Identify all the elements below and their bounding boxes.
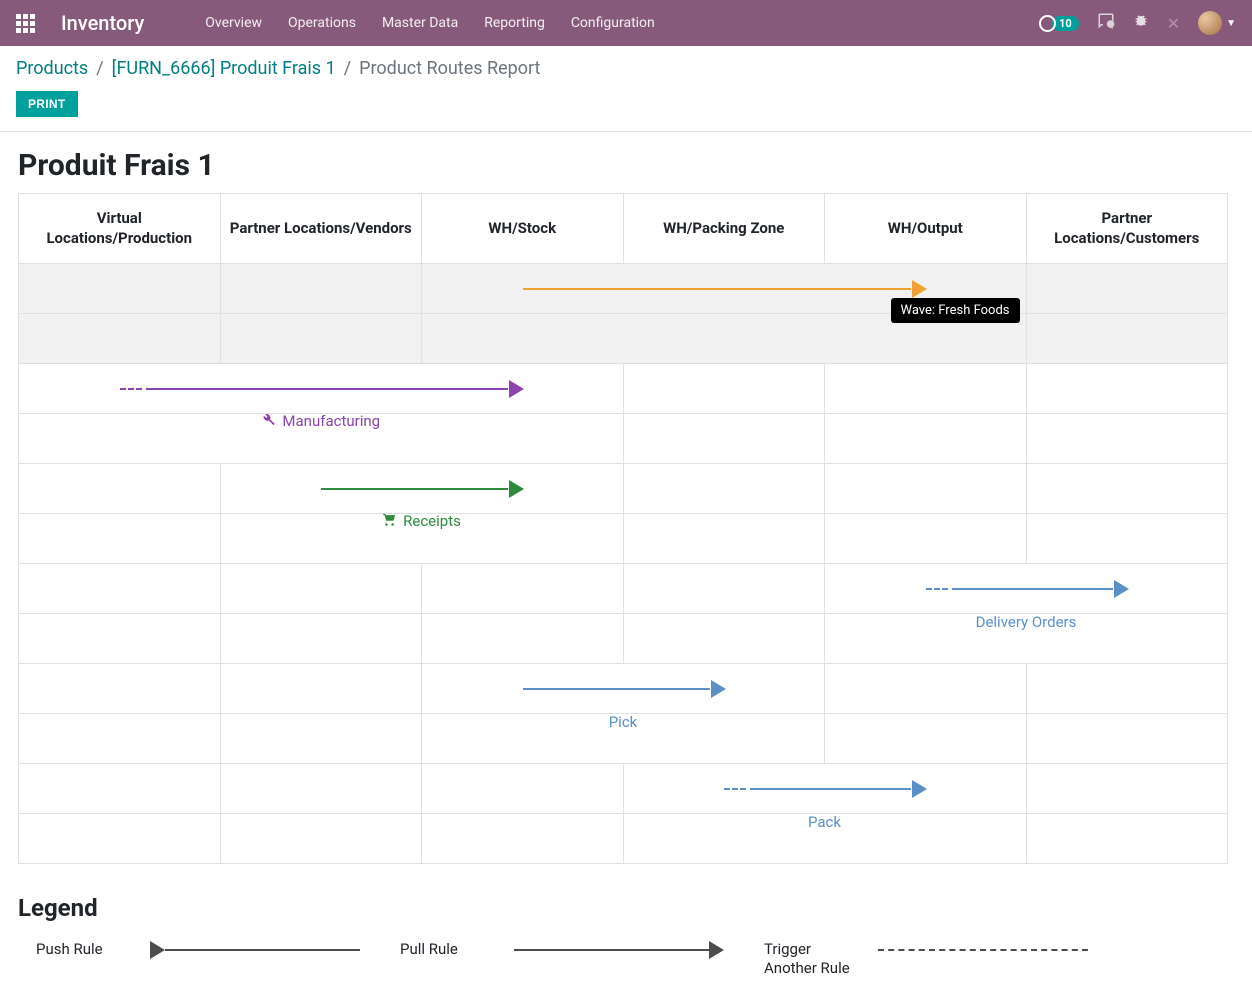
caret-down-icon: ▼ [1226,18,1236,29]
app-brand[interactable]: Inventory [61,11,144,35]
legend-item: Pull Rule [400,940,724,960]
rule-row-spacer [19,613,1228,663]
legend: Push Rule Pull Rule Trigger Another Rule [16,940,1236,979]
column-header: Partner Locations/Vendors [220,194,422,264]
empty-cell [825,463,1027,513]
activities-button[interactable]: 10 [1039,15,1079,32]
breadcrumb: Products / [FURN_6666] Produit Frais 1 /… [16,58,1236,79]
discuss-icon[interactable] [1097,12,1115,34]
rule-row-spacer [19,813,1228,863]
empty-cell [1026,363,1228,413]
avatar [1198,11,1222,35]
rule-cell[interactable]: Receipts [220,463,623,513]
page-title: Produit Frais 1 [18,148,1236,183]
empty-cell [220,263,422,313]
empty-cell [422,563,624,613]
column-header: Virtual Locations/Production [19,194,221,264]
rule-row[interactable]: Manufacturing [19,363,1228,413]
empty-cell [19,763,221,813]
debug-icon[interactable] [1133,13,1149,33]
nav-menu-master-data[interactable]: Master Data [369,15,471,31]
rule-cell[interactable]: Delivery Orders [825,563,1228,613]
empty-cell [220,563,422,613]
empty-cell [220,763,422,813]
legend-arrow [150,940,360,960]
empty-cell [19,663,221,713]
rule-row[interactable]: Delivery Orders [19,563,1228,613]
breadcrumb-product[interactable]: [FURN_6666] Produit Frais 1 [112,58,336,79]
rule-row-spacer [19,313,1228,363]
column-header: WH/Packing Zone [623,194,825,264]
nav-menu-overview[interactable]: Overview [192,15,275,31]
rule-row[interactable]: PickWave: Fresh Foods [19,263,1228,313]
activity-count-badge: 10 [1052,16,1079,31]
top-navbar: Inventory Overview Operations Master Dat… [0,0,1252,46]
rule-cell[interactable]: Manufacturing [19,363,624,413]
rule-row-spacer [19,713,1228,763]
apps-icon[interactable] [16,14,35,33]
empty-cell [220,663,422,713]
clock-icon [1039,15,1056,32]
rule-cell[interactable]: PickWave: Fresh Foods [422,263,1027,313]
main-content: Produit Frais 1 Virtual Locations/Produc… [0,132,1252,1003]
legend-item: Push Rule [36,940,360,960]
breadcrumb-current: Product Routes Report [359,58,540,79]
routes-table: Virtual Locations/ProductionPartner Loca… [18,193,1228,864]
empty-cell [19,263,221,313]
rule-cell[interactable]: Pick [422,663,825,713]
breadcrumb-products[interactable]: Products [16,58,88,79]
print-button[interactable]: PRINT [16,91,78,117]
empty-cell [422,763,624,813]
rule-row-spacer [19,413,1228,463]
navbar-menus: Overview Operations Master Data Reportin… [192,15,668,31]
tools-icon[interactable]: ✕ [1167,14,1180,33]
legend-label: Pull Rule [400,940,490,960]
breadcrumb-sep: / [96,58,103,79]
rule-row-spacer [19,513,1228,563]
column-header: WH/Stock [422,194,624,264]
empty-cell [825,663,1027,713]
rule-row[interactable]: Receipts [19,463,1228,513]
user-menu[interactable]: ▼ [1198,11,1236,35]
legend-label: Push Rule [36,940,126,960]
empty-cell [825,363,1027,413]
empty-cell [1026,663,1228,713]
legend-item: Trigger Another Rule [764,940,1088,979]
legend-label: Trigger Another Rule [764,940,854,979]
tooltip: Wave: Fresh Foods [891,298,1020,323]
control-panel: Products / [FURN_6666] Produit Frais 1 /… [0,46,1252,132]
column-header: Partner Locations/Customers [1026,194,1228,264]
breadcrumb-sep: / [344,58,351,79]
empty-cell [623,463,825,513]
empty-cell [1026,263,1228,313]
nav-menu-reporting[interactable]: Reporting [471,15,558,31]
nav-menu-operations[interactable]: Operations [275,15,369,31]
empty-cell [623,363,825,413]
empty-cell [1026,763,1228,813]
rule-row[interactable]: Pack [19,763,1228,813]
rule-cell[interactable]: Pack [623,763,1026,813]
empty-cell [1026,463,1228,513]
empty-cell [19,563,221,613]
legend-arrow [514,940,724,960]
legend-arrow [878,940,1088,960]
legend-title: Legend [18,894,1236,922]
nav-menu-configuration[interactable]: Configuration [558,15,668,31]
column-header: WH/Output [825,194,1027,264]
empty-cell [623,563,825,613]
empty-cell [19,463,221,513]
rule-row[interactable]: Pick [19,663,1228,713]
